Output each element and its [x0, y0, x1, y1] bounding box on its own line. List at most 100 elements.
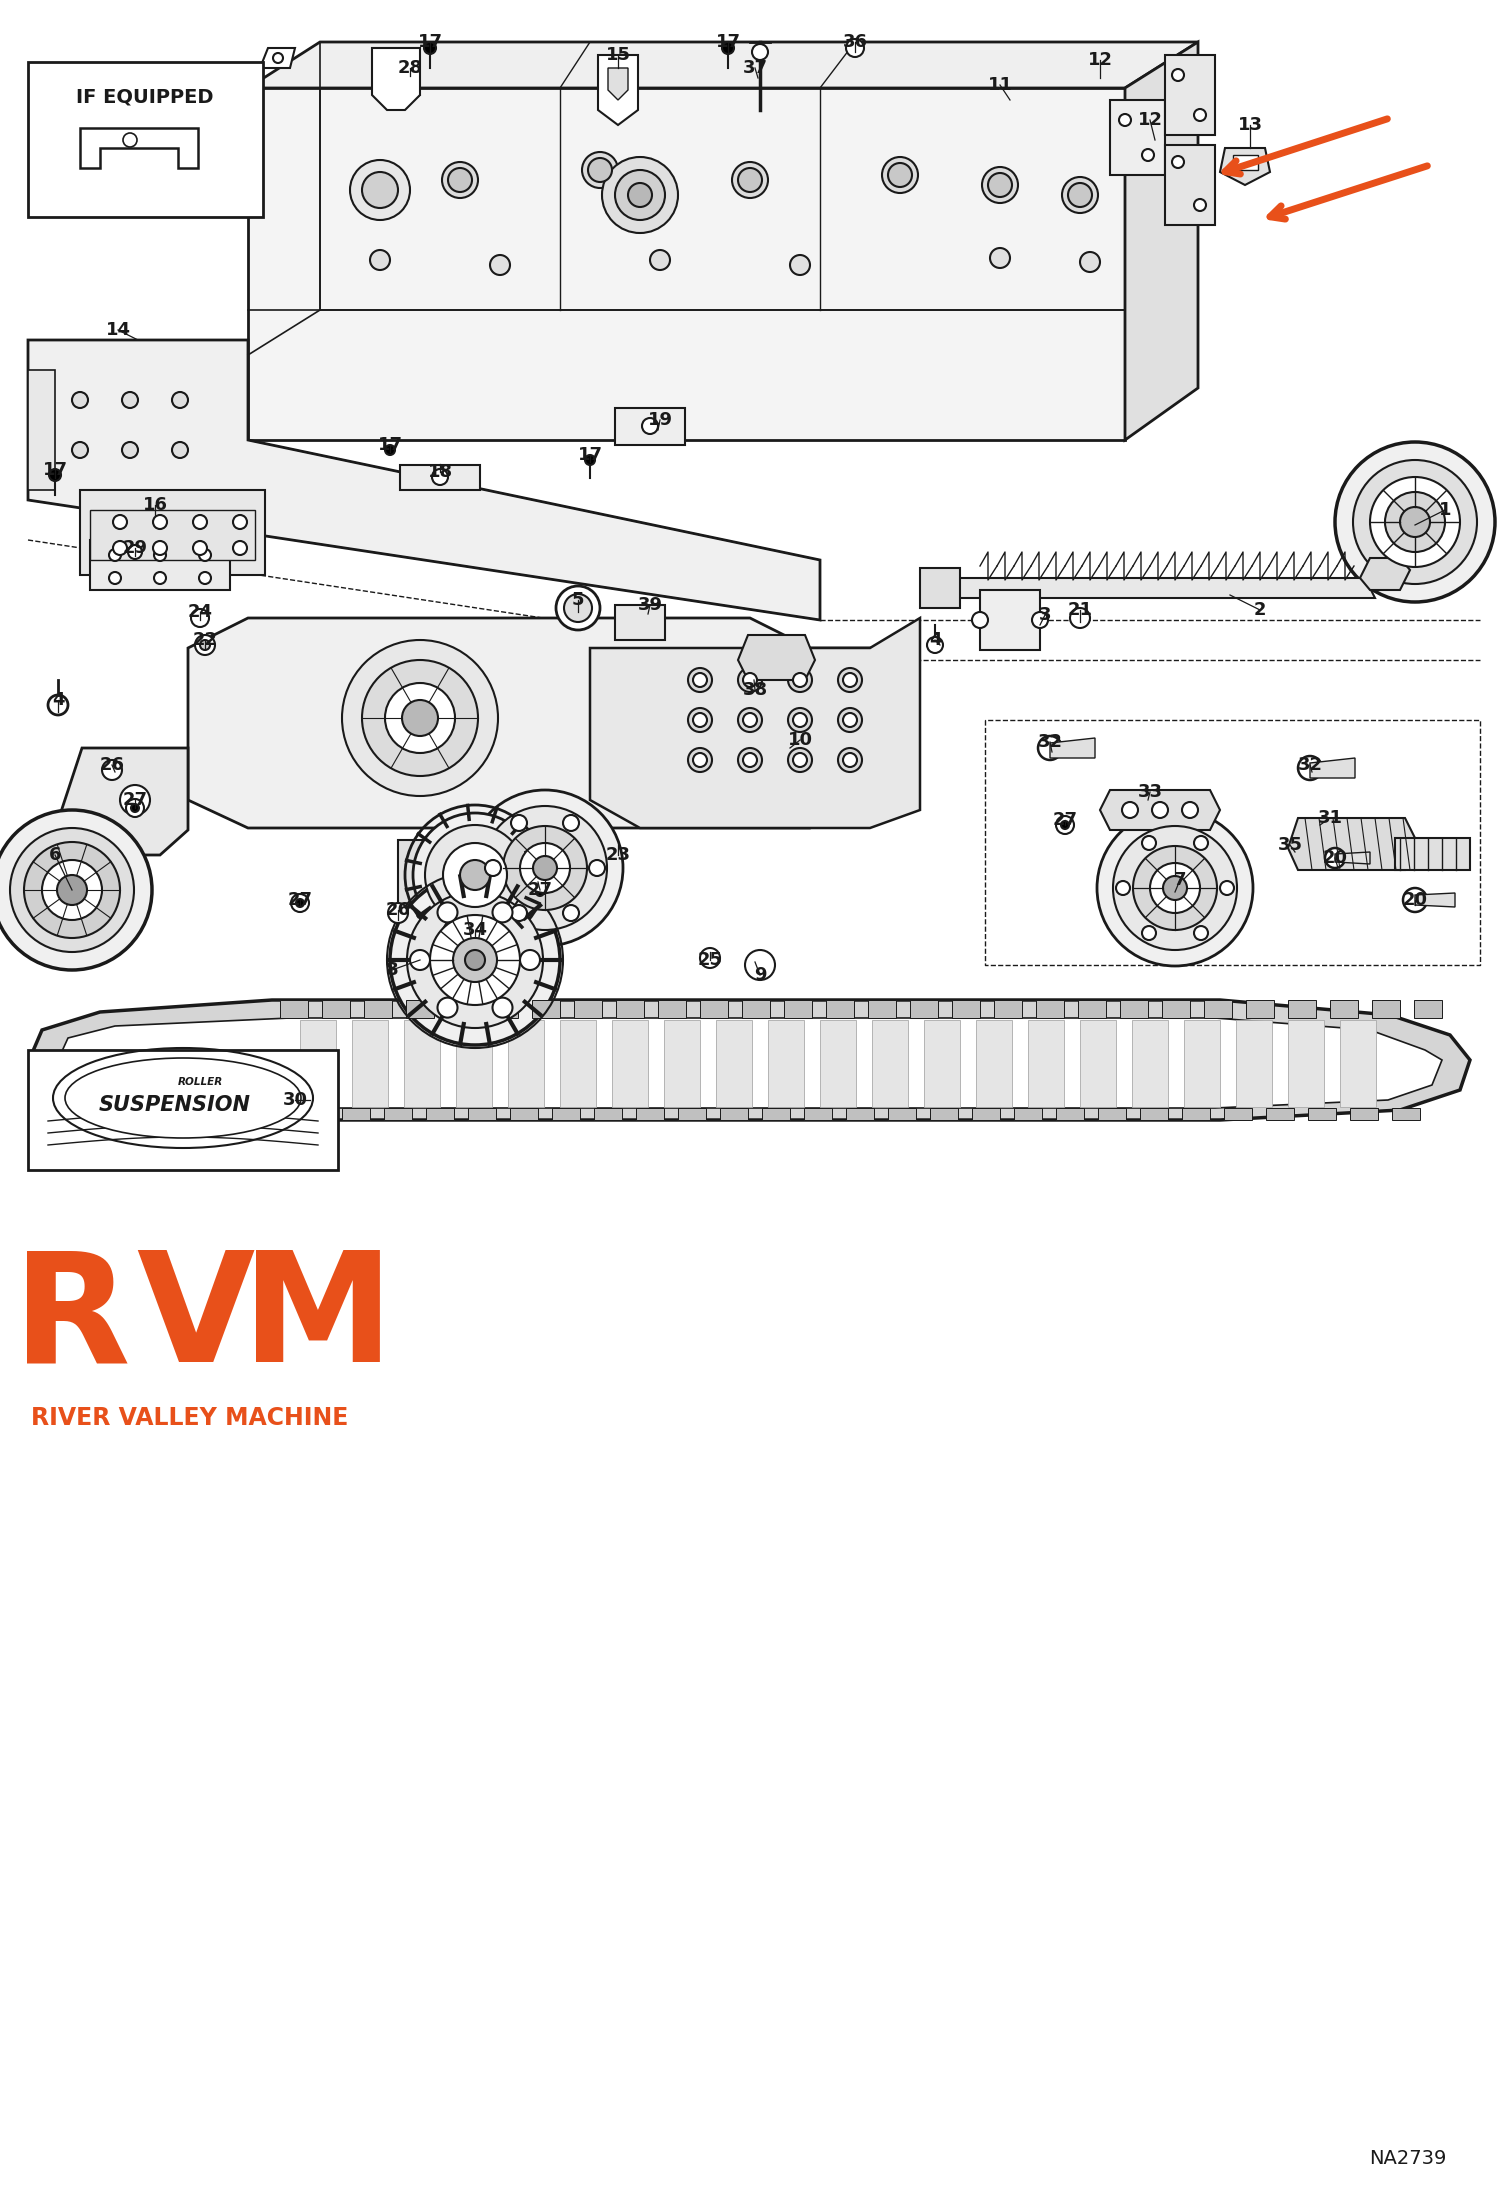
- Polygon shape: [300, 1108, 328, 1119]
- Circle shape: [234, 542, 247, 555]
- Circle shape: [1194, 110, 1206, 121]
- Polygon shape: [980, 590, 1040, 649]
- Circle shape: [1062, 178, 1098, 213]
- Polygon shape: [1246, 1000, 1273, 1018]
- Circle shape: [1068, 182, 1092, 206]
- Polygon shape: [448, 1000, 476, 1018]
- Text: 7: 7: [1174, 871, 1186, 889]
- Polygon shape: [249, 88, 1125, 441]
- Circle shape: [413, 814, 536, 937]
- Circle shape: [1194, 836, 1207, 849]
- Polygon shape: [1050, 737, 1095, 757]
- Circle shape: [72, 441, 88, 459]
- Circle shape: [688, 667, 712, 691]
- Polygon shape: [1098, 1108, 1126, 1119]
- Circle shape: [1119, 114, 1131, 125]
- Text: 17: 17: [418, 33, 442, 50]
- Circle shape: [556, 586, 601, 630]
- Circle shape: [467, 790, 623, 946]
- Text: 17: 17: [578, 445, 602, 463]
- Text: 15: 15: [605, 46, 631, 64]
- Text: 33: 33: [1137, 783, 1162, 801]
- Circle shape: [1150, 862, 1200, 913]
- Circle shape: [351, 160, 410, 219]
- Circle shape: [389, 875, 560, 1044]
- Circle shape: [464, 950, 485, 970]
- Polygon shape: [1288, 1000, 1317, 1018]
- Polygon shape: [1162, 1000, 1189, 1018]
- Circle shape: [628, 182, 652, 206]
- Text: 28: 28: [397, 59, 422, 77]
- Circle shape: [493, 998, 512, 1018]
- Circle shape: [363, 171, 398, 208]
- Polygon shape: [739, 634, 815, 680]
- Text: 19: 19: [647, 410, 673, 430]
- Circle shape: [48, 695, 67, 715]
- Circle shape: [1171, 68, 1183, 81]
- Circle shape: [888, 162, 912, 186]
- Polygon shape: [804, 1108, 831, 1119]
- Text: 14: 14: [105, 320, 130, 340]
- Polygon shape: [762, 1108, 789, 1119]
- Circle shape: [520, 950, 539, 970]
- Circle shape: [193, 542, 207, 555]
- Polygon shape: [637, 1108, 664, 1119]
- Text: 17: 17: [716, 33, 740, 50]
- Polygon shape: [532, 1000, 560, 1018]
- Circle shape: [650, 250, 670, 270]
- Text: 24: 24: [187, 603, 213, 621]
- Circle shape: [511, 906, 527, 921]
- Circle shape: [694, 753, 707, 768]
- Circle shape: [49, 470, 61, 480]
- Text: ROLLER: ROLLER: [177, 1077, 223, 1086]
- Polygon shape: [342, 1108, 370, 1119]
- Text: 23: 23: [605, 847, 631, 864]
- Text: 17: 17: [377, 437, 403, 454]
- Text: 34: 34: [463, 921, 487, 939]
- Circle shape: [24, 842, 120, 939]
- Circle shape: [192, 610, 210, 627]
- Polygon shape: [1309, 757, 1356, 779]
- Circle shape: [401, 700, 437, 735]
- Circle shape: [1171, 156, 1183, 169]
- Polygon shape: [995, 1000, 1022, 1018]
- Circle shape: [1297, 757, 1323, 781]
- Polygon shape: [58, 1018, 1443, 1108]
- Circle shape: [843, 713, 857, 726]
- Polygon shape: [1182, 1108, 1210, 1119]
- Polygon shape: [616, 408, 685, 445]
- Circle shape: [563, 906, 580, 921]
- Polygon shape: [364, 1000, 392, 1018]
- Circle shape: [589, 158, 613, 182]
- Polygon shape: [1121, 1000, 1147, 1018]
- Polygon shape: [608, 68, 628, 101]
- Polygon shape: [679, 1108, 706, 1119]
- Text: 27: 27: [527, 882, 553, 900]
- Circle shape: [688, 709, 712, 733]
- Text: 27: 27: [123, 792, 147, 810]
- Text: 1: 1: [1438, 500, 1452, 520]
- Circle shape: [983, 167, 1019, 204]
- Polygon shape: [261, 48, 295, 68]
- Circle shape: [425, 825, 524, 926]
- Text: 2: 2: [1254, 601, 1266, 619]
- Polygon shape: [1028, 1020, 1064, 1108]
- Text: 20: 20: [1323, 849, 1348, 867]
- Text: 26: 26: [99, 757, 124, 774]
- Circle shape: [363, 660, 478, 777]
- Circle shape: [120, 785, 150, 814]
- Circle shape: [694, 713, 707, 726]
- Polygon shape: [888, 1108, 915, 1119]
- Circle shape: [745, 950, 774, 981]
- Circle shape: [792, 753, 807, 768]
- Polygon shape: [425, 1108, 454, 1119]
- Circle shape: [482, 805, 607, 930]
- Circle shape: [1182, 803, 1198, 818]
- Polygon shape: [1233, 156, 1258, 169]
- Circle shape: [442, 162, 478, 197]
- Circle shape: [195, 634, 216, 656]
- Circle shape: [448, 169, 472, 193]
- Circle shape: [788, 709, 812, 733]
- Text: 18: 18: [427, 463, 452, 480]
- Polygon shape: [658, 1000, 686, 1018]
